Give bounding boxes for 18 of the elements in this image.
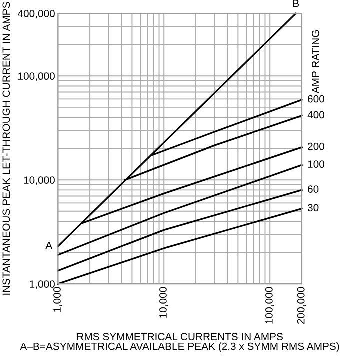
series-label: 60 [308, 186, 319, 193]
series-label: 200 [308, 142, 325, 150]
series-label: 100 [308, 160, 325, 168]
x-axis-title: RMS SYMMETRICAL CURRENTS IN AMPS A–B=ASYMMETRICAL AVAILABLE PEAK (2.3 x SYMM RMS AMPS) [20, 333, 340, 352]
y-axis-title: INSTANTANEOUS PEAK LET-THROUGH CURRENT IN AMPS [2, 2, 10, 295]
y-tick-label: 400,000 [18, 10, 55, 19]
series-label: 400 [308, 111, 325, 119]
y-tick-label: 1,000 [30, 280, 55, 290]
x-tick-label: 200,000 [297, 287, 306, 324]
y-tick-label: 10,000 [24, 176, 55, 186]
legend-title: AMP RATING [312, 30, 320, 94]
y-tick-label: 100,000 [18, 72, 55, 82]
series-label: 600 [308, 95, 325, 103]
annotation: A [46, 242, 53, 250]
annotation: B [293, 0, 300, 8]
x-tick-label: 100,000 [266, 287, 274, 324]
series-label: 30 [308, 204, 319, 212]
x-tick-label: 10,000 [160, 287, 168, 318]
